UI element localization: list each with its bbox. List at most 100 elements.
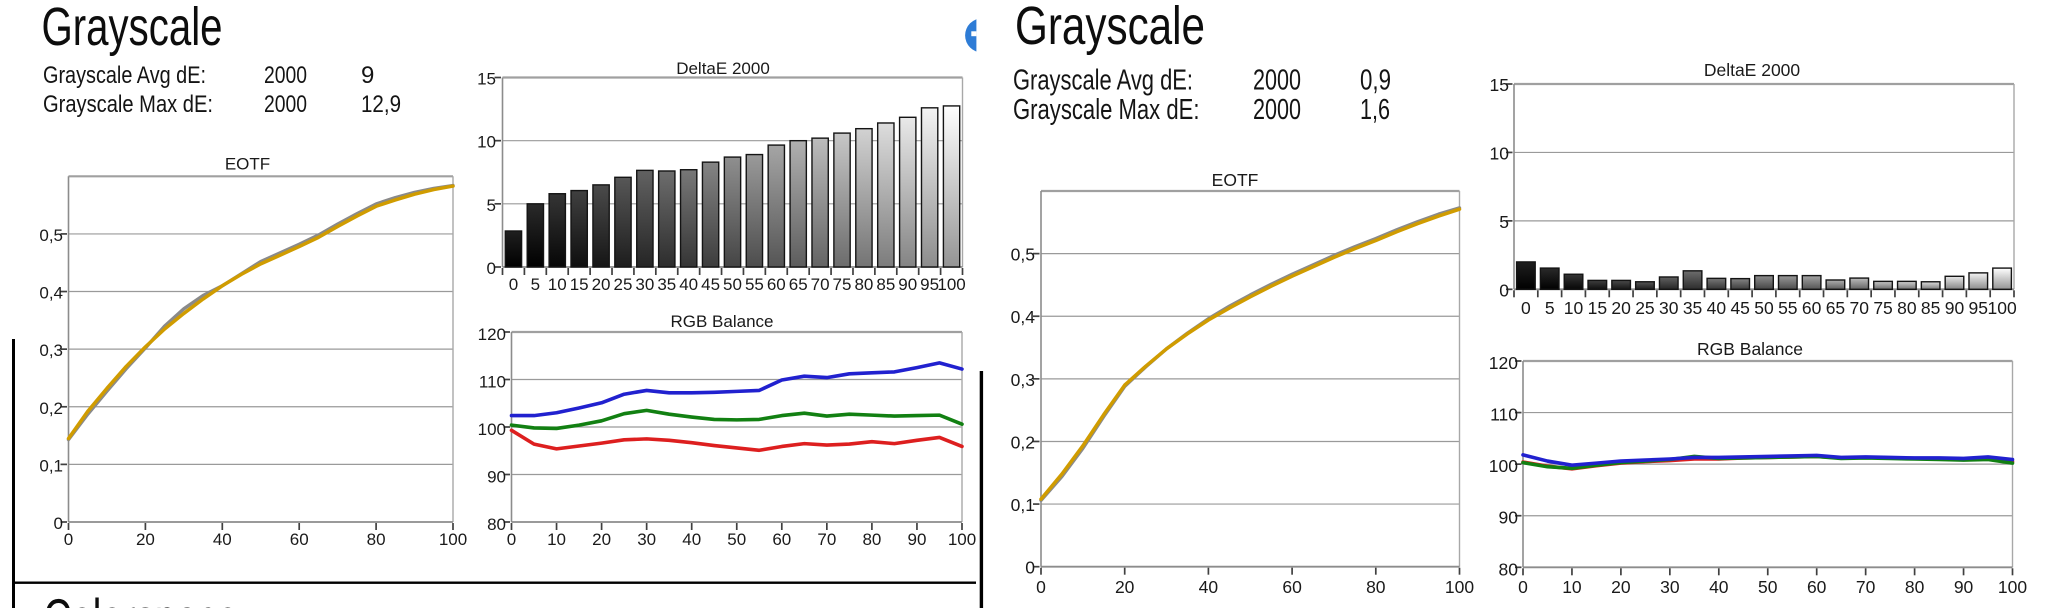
- svg-text:75: 75: [833, 275, 852, 294]
- svg-text:80: 80: [862, 530, 881, 549]
- svg-text:85: 85: [876, 275, 895, 294]
- svg-text:80: 80: [367, 530, 386, 549]
- svg-text:80: 80: [854, 275, 873, 294]
- svg-text:55: 55: [1778, 298, 1797, 318]
- svg-text:90: 90: [898, 275, 917, 294]
- svg-text:0,3: 0,3: [1011, 370, 1035, 390]
- svg-text:Colorspace: Colorspace: [44, 590, 239, 608]
- svg-text:10: 10: [547, 530, 566, 549]
- svg-text:15: 15: [477, 70, 496, 89]
- svg-text:10: 10: [1562, 577, 1582, 597]
- svg-text:80: 80: [487, 515, 506, 534]
- svg-text:Grayscale: Grayscale: [1015, 0, 1205, 56]
- svg-text:EOTF: EOTF: [1212, 170, 1259, 190]
- svg-text:0: 0: [507, 530, 516, 549]
- svg-text:5: 5: [1545, 298, 1555, 318]
- svg-text:10: 10: [548, 275, 567, 294]
- svg-text:0,2: 0,2: [1011, 432, 1035, 452]
- svg-text:DeltaE 2000: DeltaE 2000: [1704, 60, 1801, 80]
- svg-text:DeltaE 2000: DeltaE 2000: [676, 59, 770, 78]
- svg-text:0,1: 0,1: [1011, 495, 1035, 515]
- svg-text:Grayscale: Grayscale: [42, 0, 223, 57]
- svg-text:60: 60: [767, 275, 786, 294]
- svg-text:100: 100: [439, 530, 467, 549]
- svg-text:70: 70: [1850, 298, 1870, 318]
- svg-text:90: 90: [907, 530, 926, 549]
- svg-text:2000: 2000: [264, 91, 307, 118]
- svg-text:5: 5: [487, 196, 496, 215]
- svg-text:30: 30: [1659, 298, 1679, 318]
- svg-text:Grayscale Max dE:: Grayscale Max dE:: [1013, 94, 1200, 126]
- svg-text:100: 100: [1998, 577, 2027, 597]
- svg-text:65: 65: [789, 275, 808, 294]
- svg-text:10: 10: [477, 133, 496, 152]
- svg-text:40: 40: [1199, 577, 1219, 597]
- svg-text:35: 35: [1683, 298, 1702, 318]
- svg-text:20: 20: [592, 530, 611, 549]
- svg-text:90: 90: [487, 468, 506, 487]
- svg-text:2000: 2000: [1253, 65, 1301, 97]
- svg-text:35: 35: [657, 275, 676, 294]
- svg-text:40: 40: [679, 275, 698, 294]
- svg-text:15: 15: [1490, 75, 1509, 95]
- svg-text:50: 50: [723, 275, 742, 294]
- svg-text:0: 0: [1025, 558, 1035, 578]
- svg-text:RGB Balance: RGB Balance: [671, 312, 774, 331]
- svg-text:100: 100: [1987, 298, 2016, 318]
- svg-text:20: 20: [136, 530, 155, 549]
- svg-text:10: 10: [1564, 298, 1584, 318]
- svg-text:0: 0: [1036, 577, 1046, 597]
- svg-text:80: 80: [1366, 577, 1386, 597]
- svg-text:0,3: 0,3: [39, 341, 63, 360]
- svg-text:1,6: 1,6: [1360, 94, 1390, 126]
- svg-text:65: 65: [1826, 298, 1845, 318]
- svg-text:Grayscale Avg dE:: Grayscale Avg dE:: [43, 62, 206, 89]
- svg-text:12,9: 12,9: [361, 91, 401, 118]
- svg-text:60: 60: [1282, 577, 1302, 597]
- svg-text:0: 0: [54, 514, 63, 533]
- svg-text:75: 75: [1873, 298, 1892, 318]
- svg-text:9: 9: [361, 62, 374, 89]
- svg-text:40: 40: [682, 530, 701, 549]
- svg-text:25: 25: [614, 275, 633, 294]
- svg-text:5: 5: [531, 275, 540, 294]
- svg-text:90: 90: [1945, 298, 1965, 318]
- svg-text:0,4: 0,4: [1011, 307, 1036, 327]
- svg-text:0,4: 0,4: [39, 284, 63, 303]
- svg-text:40: 40: [1707, 298, 1727, 318]
- svg-text:0,5: 0,5: [1011, 245, 1035, 265]
- svg-text:RGB Balance: RGB Balance: [1697, 339, 1803, 359]
- svg-text:0: 0: [487, 259, 496, 278]
- svg-text:55: 55: [745, 275, 764, 294]
- svg-text:0: 0: [1499, 280, 1509, 300]
- svg-text:50: 50: [727, 530, 746, 549]
- svg-text:85: 85: [1921, 298, 1940, 318]
- svg-text:120: 120: [478, 325, 506, 344]
- svg-text:100: 100: [1445, 577, 1474, 597]
- svg-text:30: 30: [1660, 577, 1680, 597]
- svg-text:100: 100: [478, 420, 506, 439]
- svg-text:15: 15: [570, 275, 589, 294]
- svg-text:Grayscale Max dE:: Grayscale Max dE:: [43, 91, 213, 118]
- svg-text:0: 0: [64, 530, 73, 549]
- svg-text:15: 15: [1588, 298, 1607, 318]
- svg-text:40: 40: [213, 530, 232, 549]
- svg-text:100: 100: [948, 530, 976, 549]
- svg-text:50: 50: [1758, 577, 1778, 597]
- svg-text:110: 110: [479, 373, 506, 392]
- svg-text:70: 70: [817, 530, 836, 549]
- svg-text:25: 25: [1635, 298, 1654, 318]
- svg-text:60: 60: [772, 530, 791, 549]
- svg-text:EOTF: EOTF: [225, 155, 270, 174]
- svg-text:70: 70: [1856, 577, 1876, 597]
- svg-text:80: 80: [1499, 559, 1519, 579]
- svg-text:120: 120: [1489, 353, 1518, 373]
- svg-text:10: 10: [1490, 143, 1510, 163]
- svg-text:20: 20: [1115, 577, 1135, 597]
- svg-text:90: 90: [1954, 577, 1974, 597]
- svg-text:20: 20: [1611, 298, 1631, 318]
- svg-text:0: 0: [1518, 577, 1528, 597]
- svg-text:100: 100: [937, 275, 965, 294]
- svg-text:2000: 2000: [1253, 94, 1301, 126]
- svg-text:95: 95: [920, 275, 939, 294]
